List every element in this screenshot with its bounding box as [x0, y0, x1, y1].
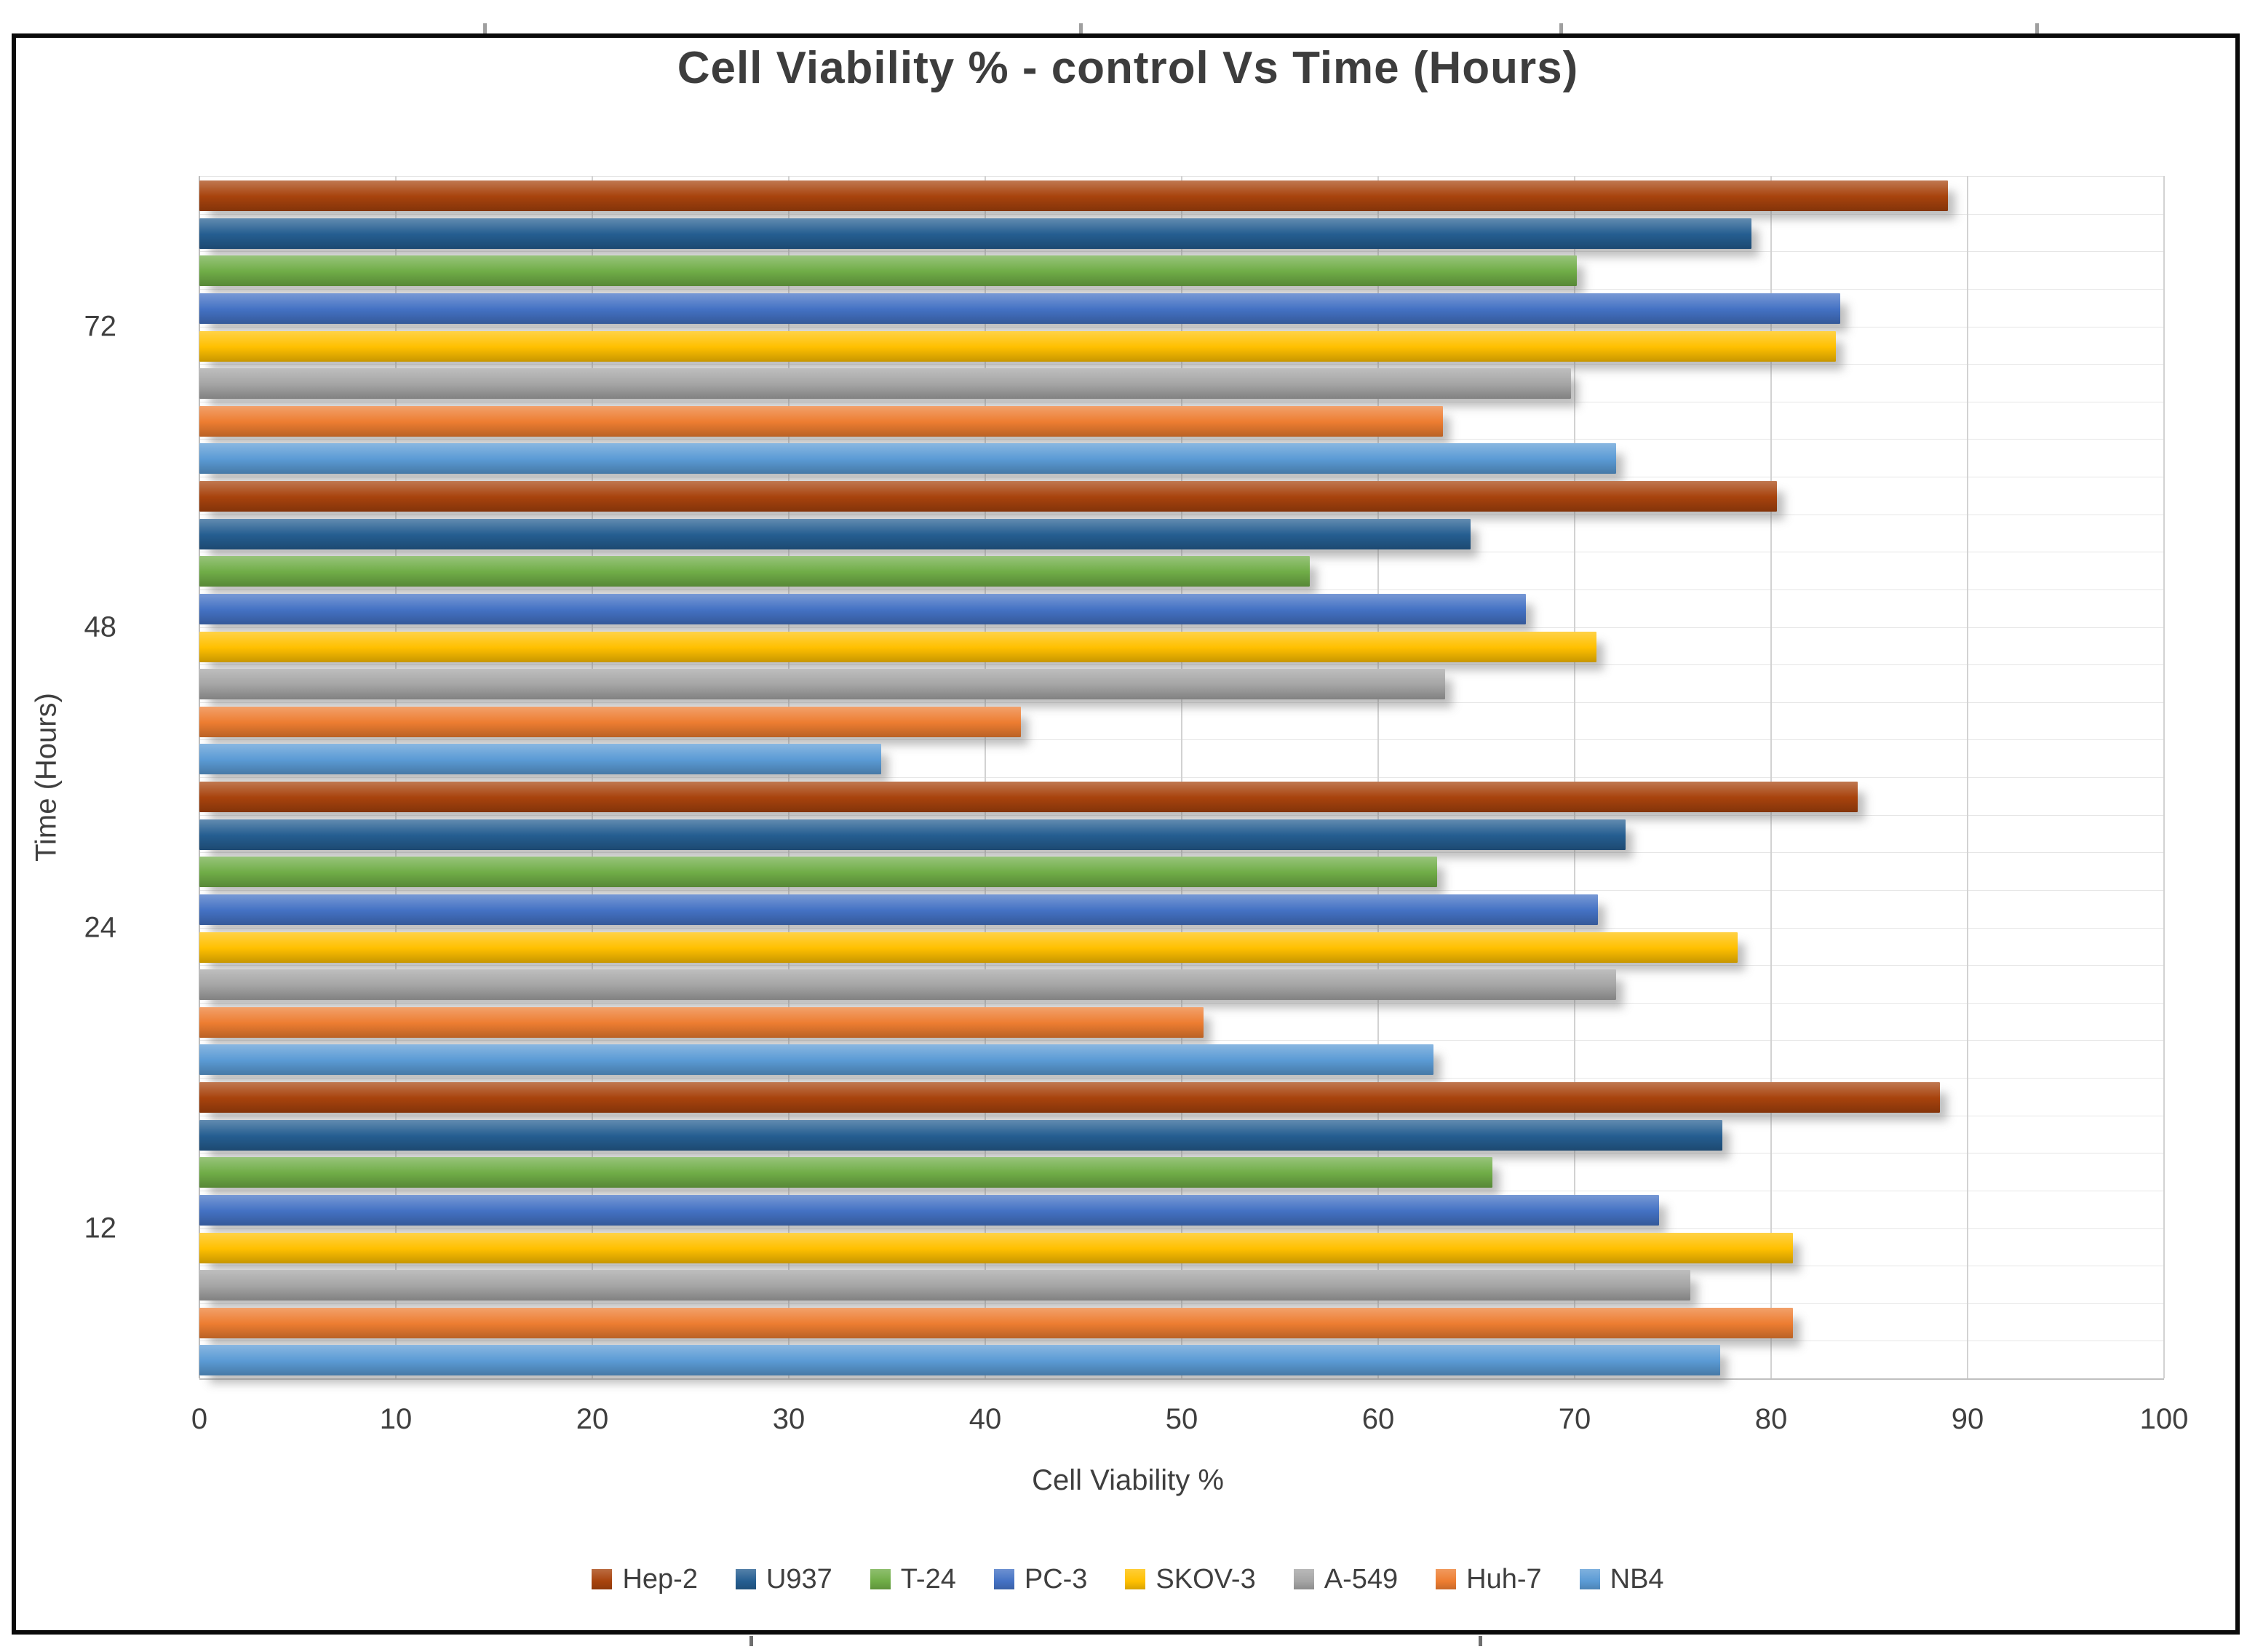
bar-Huh-7-12h	[199, 1307, 1793, 1338]
y-tick-label-12: 12	[84, 1212, 117, 1244]
bar-NB4-72h	[199, 443, 1616, 474]
bar-SKOV-3-12h	[199, 1232, 1793, 1263]
legend-label-T-24: T-24	[900, 1563, 956, 1595]
bar-A-549-24h	[199, 969, 1616, 1001]
bar-Hep-2-72h	[199, 180, 1948, 211]
bar-U937-72h	[199, 218, 1751, 249]
crop-mark-top	[2035, 23, 2039, 33]
bar-PC-3-72h	[199, 293, 1840, 324]
vertical-gridline-80	[1770, 176, 1772, 1378]
legend-swatch-Hep-2-icon	[592, 1569, 613, 1589]
x-tick-label-100: 100	[2139, 1403, 2189, 1435]
legend-item-Huh-7: Huh-7	[1436, 1564, 1542, 1595]
legend: Hep-2 U937 T-24 PC-3 SKOV-3 A-549 Huh-7 NB4	[146, 1556, 2110, 1603]
x-tick-label-50: 50	[1165, 1403, 1198, 1435]
category-axis-line	[199, 1378, 2164, 1380]
bar-PC-3-12h	[199, 1194, 1660, 1226]
bar-Huh-7-48h	[199, 706, 1021, 737]
vertical-gridline-100	[2163, 176, 2165, 1378]
legend-swatch-NB4-icon	[1579, 1569, 1600, 1589]
y-tick-label-48: 48	[84, 611, 117, 643]
legend-item-T-24: T-24	[870, 1564, 956, 1595]
bar-A-549-72h	[199, 368, 1571, 400]
crop-mark-top	[483, 23, 487, 33]
bar-Hep-2-24h	[199, 782, 1858, 812]
bar-U937-48h	[199, 518, 1471, 549]
legend-item-SKOV-3: SKOV-3	[1125, 1563, 1256, 1595]
bar-U937-12h	[199, 1119, 1722, 1151]
legend-swatch-Huh-7-icon	[1436, 1569, 1457, 1589]
value-axis-line	[199, 176, 200, 1378]
x-tick-label-10: 10	[379, 1403, 413, 1435]
legend-swatch-PC-3-icon	[993, 1569, 1014, 1589]
bar-A-549-12h	[199, 1270, 1691, 1301]
vertical-gridline-60	[1377, 176, 1379, 1378]
legend-item-PC-3: PC-3	[993, 1563, 1088, 1595]
bar-U937-24h	[199, 819, 1626, 850]
x-tick-label-20: 20	[576, 1403, 609, 1435]
vertical-gridline-40	[985, 176, 986, 1378]
y-axis-title: Time (Hours)	[30, 693, 63, 862]
chart-title: Cell Viability % - control Vs Time (Hour…	[677, 43, 1579, 93]
x-tick-label-40: 40	[969, 1403, 1002, 1435]
bar-NB4-48h	[199, 744, 881, 775]
vertical-gridline-70	[1574, 176, 1575, 1378]
legend-swatch-SKOV-3-icon	[1125, 1569, 1146, 1589]
bar-SKOV-3-72h	[199, 330, 1837, 362]
legend-label-Huh-7: Huh-7	[1466, 1563, 1542, 1595]
vertical-gridline-50	[1181, 176, 1182, 1378]
legend-label-NB4: NB4	[1610, 1563, 1664, 1595]
bar-Huh-7-72h	[199, 405, 1444, 437]
vertical-gridline-90	[1967, 176, 1968, 1378]
legend-label-Hep-2: Hep-2	[622, 1563, 698, 1595]
bar-Hep-2-48h	[199, 481, 1778, 512]
legend-swatch-T-24-icon	[870, 1569, 891, 1589]
x-tick-label-70: 70	[1558, 1403, 1591, 1435]
legend-item-U937: U937	[735, 1563, 832, 1595]
legend-item-NB4: NB4	[1579, 1563, 1664, 1595]
legend-swatch-U937-icon	[735, 1569, 756, 1589]
bar-NB4-24h	[199, 1044, 1433, 1076]
vertical-gridline-30	[788, 176, 790, 1378]
x-tick-label-80: 80	[1754, 1403, 1788, 1435]
bar-NB4-12h	[199, 1345, 1720, 1376]
bar-T-24-12h	[199, 1157, 1492, 1188]
crop-mark-top	[1079, 23, 1083, 33]
x-tick-label-90: 90	[1951, 1403, 1984, 1435]
legend-swatch-A-549-icon	[1293, 1569, 1314, 1589]
crop-mark-top	[1559, 23, 1563, 33]
bar-PC-3-24h	[199, 894, 1599, 925]
x-axis-title: Cell Viability %	[1032, 1464, 1224, 1496]
y-tick-label-72: 72	[84, 310, 117, 342]
bar-SKOV-3-24h	[199, 932, 1738, 963]
bar-Huh-7-24h	[199, 1006, 1204, 1038]
x-tick-label-30: 30	[772, 1403, 806, 1435]
vertical-gridline-10	[395, 176, 397, 1378]
bar-T-24-72h	[199, 255, 1577, 287]
vertical-gridline-20	[592, 176, 593, 1378]
legend-label-PC-3: PC-3	[1024, 1563, 1088, 1595]
plot-area	[199, 176, 2165, 1380]
bar-A-549-48h	[199, 669, 1445, 700]
x-tick-label-0: 0	[191, 1403, 208, 1435]
bar-SKOV-3-48h	[199, 631, 1596, 662]
legend-label-A-549: A-549	[1324, 1563, 1399, 1595]
legend-item-A-549: A-549	[1293, 1563, 1399, 1595]
bar-Hep-2-12h	[199, 1082, 1941, 1113]
y-tick-label-24: 24	[84, 911, 117, 943]
legend-item-Hep-2: Hep-2	[592, 1564, 698, 1595]
x-tick-label-60: 60	[1361, 1403, 1395, 1435]
crop-mark-bottom	[749, 1636, 753, 1646]
bar-T-24-48h	[199, 556, 1310, 587]
legend-label-SKOV-3: SKOV-3	[1156, 1563, 1256, 1595]
bar-PC-3-48h	[199, 593, 1526, 624]
crop-mark-bottom	[1479, 1636, 1482, 1646]
bar-T-24-24h	[199, 857, 1437, 888]
legend-label-U937: U937	[765, 1563, 832, 1595]
